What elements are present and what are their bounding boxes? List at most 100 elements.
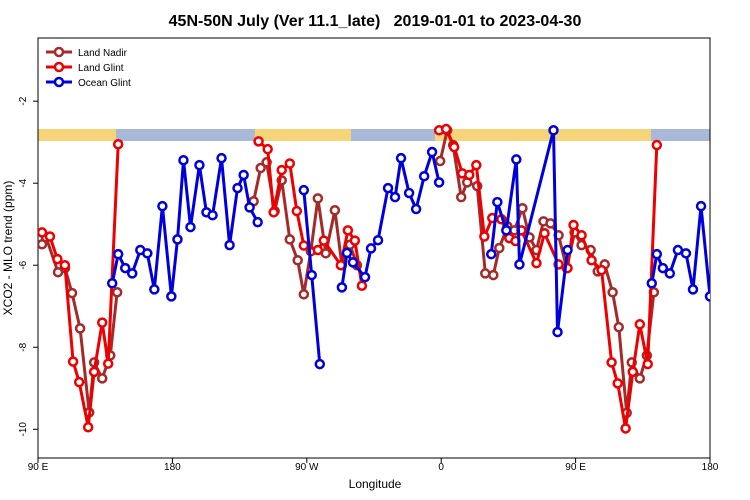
legend-marker: [53, 46, 65, 58]
data-point: [494, 242, 505, 254]
data-point: [634, 373, 646, 384]
data-point: [149, 284, 160, 295]
data-point: [664, 268, 676, 279]
data-point: [480, 268, 491, 279]
data-point: [119, 262, 131, 274]
y-tick-label: -6: [18, 260, 29, 269]
y-axis-label: XCO2 - MLO trend (ppm): [1, 181, 15, 316]
data-point: [112, 138, 124, 150]
data-point: [172, 234, 183, 245]
data-point: [576, 230, 587, 241]
y-tick-label: -2: [18, 96, 29, 105]
data-point: [596, 264, 607, 276]
chart-title: 45N-50N July (Ver 11.1_late) 2019-01-01 …: [169, 13, 582, 30]
data-point: [433, 177, 445, 188]
data-point: [464, 169, 475, 181]
data-point: [312, 244, 324, 256]
data-point: [511, 154, 522, 165]
data-point: [434, 155, 446, 167]
data-point: [255, 162, 266, 174]
data-point: [651, 248, 663, 260]
data-point: [207, 209, 218, 221]
data-point: [531, 257, 542, 269]
data-point: [382, 182, 394, 194]
data-point: [284, 234, 296, 245]
data-point: [687, 284, 699, 295]
data-point: [501, 225, 512, 236]
data-point: [448, 141, 460, 153]
data-point: [106, 278, 118, 289]
data-point: [514, 259, 525, 270]
data-point: [545, 218, 556, 229]
data-point: [194, 159, 205, 171]
data-point: [238, 169, 249, 181]
data-point: [52, 253, 63, 265]
x-tick-label: 0: [438, 462, 444, 473]
data-point: [314, 358, 326, 370]
data-point: [606, 357, 617, 368]
data-point: [44, 231, 56, 242]
data-point: [88, 366, 100, 378]
data-point: [426, 146, 438, 158]
y-tick-label: -10: [18, 422, 29, 437]
data-point: [96, 373, 108, 384]
data-point: [395, 152, 407, 164]
data-point: [329, 205, 341, 216]
data-point: [126, 268, 138, 279]
series: [106, 125, 710, 370]
data-point: [389, 191, 401, 203]
data-point: [312, 193, 324, 204]
data-point: [253, 136, 264, 147]
data-point: [418, 170, 430, 182]
data-point: [298, 289, 310, 300]
data-point: [613, 321, 625, 333]
data-point: [568, 219, 579, 231]
data-point: [586, 255, 597, 266]
data-point: [74, 323, 86, 334]
data-point: [306, 269, 317, 281]
data-point: [607, 287, 618, 298]
data-point: [492, 196, 503, 208]
data-point: [680, 248, 692, 259]
data-point: [142, 248, 153, 259]
y-tick-label: -4: [18, 178, 29, 187]
data-point: [336, 282, 348, 293]
data-point: [111, 287, 123, 298]
data-point: [410, 203, 422, 215]
ocean-strip: [651, 129, 710, 141]
x-tick-label: 90 W: [295, 462, 319, 473]
data-point: [232, 182, 243, 194]
data-point: [651, 139, 663, 151]
ocean-strip: [351, 129, 435, 141]
data-point: [548, 125, 559, 136]
data-point: [642, 358, 653, 370]
data-point: [365, 243, 377, 254]
data-point: [178, 154, 189, 166]
plot-frame: [37, 37, 711, 459]
data-point: [292, 255, 303, 266]
data-point: [471, 159, 482, 171]
data-point: [341, 247, 353, 259]
legend-label: Land Glint: [78, 63, 124, 74]
data-point: [539, 227, 550, 239]
data-point: [403, 187, 415, 199]
data-point: [372, 234, 384, 246]
data-point: [268, 207, 279, 218]
data-point: [284, 158, 296, 169]
data-point: [349, 235, 361, 246]
data-point: [627, 366, 639, 378]
y-tick-label: -8: [18, 342, 29, 351]
x-tick-label: 180: [702, 462, 719, 473]
x-tick-label: 90 E: [28, 462, 49, 473]
data-point: [488, 269, 499, 281]
x-tick-label: 180: [164, 462, 181, 473]
data-point: [166, 291, 177, 302]
data-point: [356, 280, 368, 291]
ocean-strip: [116, 129, 255, 141]
data-point: [38, 227, 48, 238]
data-point: [646, 278, 658, 289]
data-point: [276, 164, 287, 176]
data-point: [517, 202, 528, 214]
data-point: [216, 152, 227, 164]
